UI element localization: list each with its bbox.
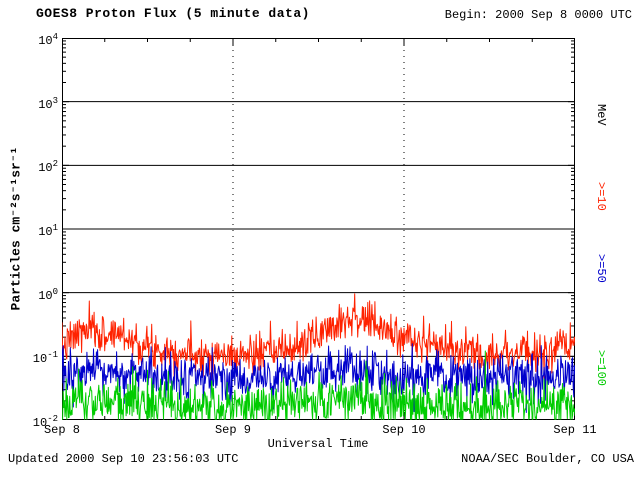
plot-area [62,38,575,420]
x-axis-label: Universal Time [267,437,369,451]
y-tick-label: 104 [38,32,58,48]
x-tick-label: Sep 8 [43,423,80,437]
credit-label: NOAA/SEC Boulder, CO USA [461,452,634,466]
x-tick-label: Sep 10 [382,423,426,437]
y-tick-label: 103 [38,95,58,112]
legend-ge100-label: >=100 [594,350,608,387]
x-tick-label: Sep 11 [553,423,597,437]
series-line--10-mev [62,293,575,389]
updated-timestamp: Updated 2000 Sep 10 23:56:03 UTC [8,452,239,466]
y-tick-label: 101 [38,223,58,239]
flux-chart [62,38,575,420]
chart-title: GOES8 Proton Flux (5 minute data) [36,6,310,21]
legend-ge50-label: >=50 [594,254,608,283]
y-tick-label: 102 [38,159,58,176]
plot-frame [62,38,575,420]
y-tick-label: 10-2 [32,414,58,430]
y-tick-label: 10-1 [32,350,58,367]
y-tick-label: 100 [38,286,58,303]
series-line--100-mev [62,350,575,420]
right-axis-unit-label: MeV [594,104,608,126]
x-tick-label: Sep 9 [214,423,251,437]
begin-time-label: Begin: 2000 Sep 8 0000 UTC [444,8,632,22]
legend-ge10-label: >=10 [594,182,608,211]
